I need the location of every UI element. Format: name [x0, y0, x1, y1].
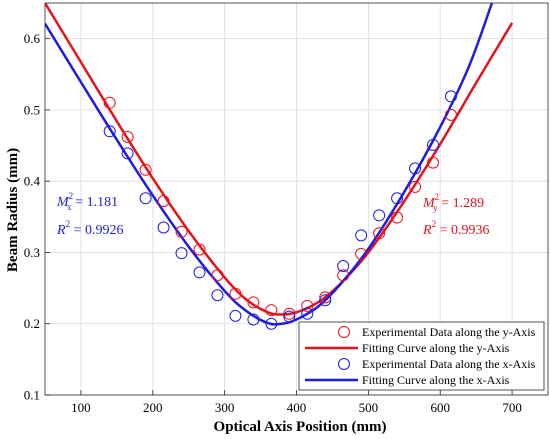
y-tick-label: 0.3 — [24, 245, 40, 260]
legend-entry-y-fit: Fitting Curve along the y-Axis — [305, 341, 510, 355]
x-tick-label: 500 — [359, 400, 379, 415]
y-tick-label: 0.6 — [24, 31, 41, 46]
x-axis-data-point — [283, 310, 296, 323]
legend: Experimental Data along the y-Axis Fitti… — [298, 321, 545, 391]
x-axis-m2-annotation: M2 x = 1.181 — [56, 191, 118, 212]
x-axis-data-point — [211, 289, 224, 302]
y-axis-data-point — [229, 287, 242, 300]
x-axis-data-point — [193, 266, 206, 279]
x-axis-data-point — [157, 221, 170, 234]
y-axis-data-point — [211, 269, 224, 282]
y-axis-data-point — [391, 211, 404, 224]
x-axis-data-point — [373, 209, 386, 222]
y-axis-data-point — [427, 156, 440, 169]
y-tick-label: 0.1 — [24, 388, 40, 403]
y-axis-data-point — [193, 243, 206, 256]
y-axis-data-point — [265, 304, 278, 317]
x-axis-title: Optical Axis Position (mm) — [214, 419, 387, 435]
legend-box — [298, 321, 545, 391]
y-axis-fit-curve — [45, 3, 514, 316]
y-axis-data-point — [319, 291, 332, 304]
x-tick-label: 700 — [502, 400, 522, 415]
legend-label-x-data: Experimental Data along the x-Axis — [362, 357, 536, 371]
legend-marker-y-data — [338, 326, 350, 338]
x-tick-label: 400 — [287, 400, 307, 415]
y-axis-data-point — [175, 225, 188, 238]
legend-label-y-fit: Fitting Curve along the y-Axis — [362, 341, 510, 355]
axis-ticks: 100 200 300 400 500 600 700 0.1 0.2 0.3 0.4 0.5 0.6 — [24, 31, 522, 415]
y-axis-data-point — [157, 195, 170, 208]
x-axis-r2-annotation: R2 = 0.9926 — [56, 219, 123, 238]
x-axis-data-point — [103, 125, 116, 138]
y-axis-data-point — [121, 130, 134, 143]
y-tick-label: 0.2 — [24, 316, 40, 331]
data-markers — [103, 90, 457, 330]
y-axis-data-point — [373, 227, 386, 240]
x-axis-data-point — [355, 229, 368, 242]
x-axis-data-point — [139, 192, 152, 205]
legend-label-y-data: Experimental Data along the y-Axis — [362, 325, 536, 339]
x-axis-data-point — [391, 192, 404, 205]
y-axis-data-point — [283, 307, 296, 320]
legend-label-x-fit: Fitting Curve along the x-Axis — [362, 373, 510, 387]
y-axis-data-point — [409, 180, 422, 193]
y-axis-data-point — [247, 296, 260, 309]
x-axis-data-point — [319, 294, 332, 307]
legend-marker-x-data — [338, 358, 350, 370]
x-axis-data-point — [121, 147, 134, 160]
legend-entry-x-fit: Fitting Curve along the x-Axis — [305, 373, 510, 387]
y-tick-label: 0.5 — [24, 102, 40, 117]
x-axis-fit-curve — [45, 3, 494, 326]
x-axis-data-point — [175, 247, 188, 260]
y-axis-data-point — [444, 108, 457, 121]
x-axis-data-point — [409, 162, 422, 175]
y-axis-data-point — [337, 269, 350, 282]
y-axis-data-point — [103, 96, 116, 109]
legend-entry-y-data: Experimental Data along the y-Axis — [338, 325, 536, 339]
x-axis-data-point — [247, 313, 260, 326]
y-tick-label: 0.4 — [24, 174, 41, 189]
y-axis-r2-annotation: R2 = 0.9936 — [422, 219, 489, 238]
x-axis-data-point — [265, 317, 278, 330]
y-axis-data-point — [301, 299, 314, 312]
y-axis-title: Beam Radius (mm) — [5, 148, 21, 272]
x-tick-label: 200 — [143, 400, 163, 415]
x-tick-label: 100 — [71, 400, 91, 415]
y-axis-m2-annotation: M2 y = 1.289 — [422, 192, 484, 213]
x-axis-data-point — [229, 309, 242, 322]
x-axis-data-point — [301, 307, 314, 320]
fitting-curves — [45, 3, 514, 326]
x-tick-label: 600 — [430, 400, 450, 415]
x-axis-data-point — [427, 138, 440, 151]
legend-entry-x-data: Experimental Data along the x-Axis — [338, 357, 536, 371]
x-axis-data-point — [444, 90, 457, 103]
y-axis-data-point — [355, 247, 368, 260]
x-axis-data-point — [337, 259, 350, 272]
y-axis-data-point — [139, 163, 152, 176]
x-tick-label: 300 — [215, 400, 235, 415]
